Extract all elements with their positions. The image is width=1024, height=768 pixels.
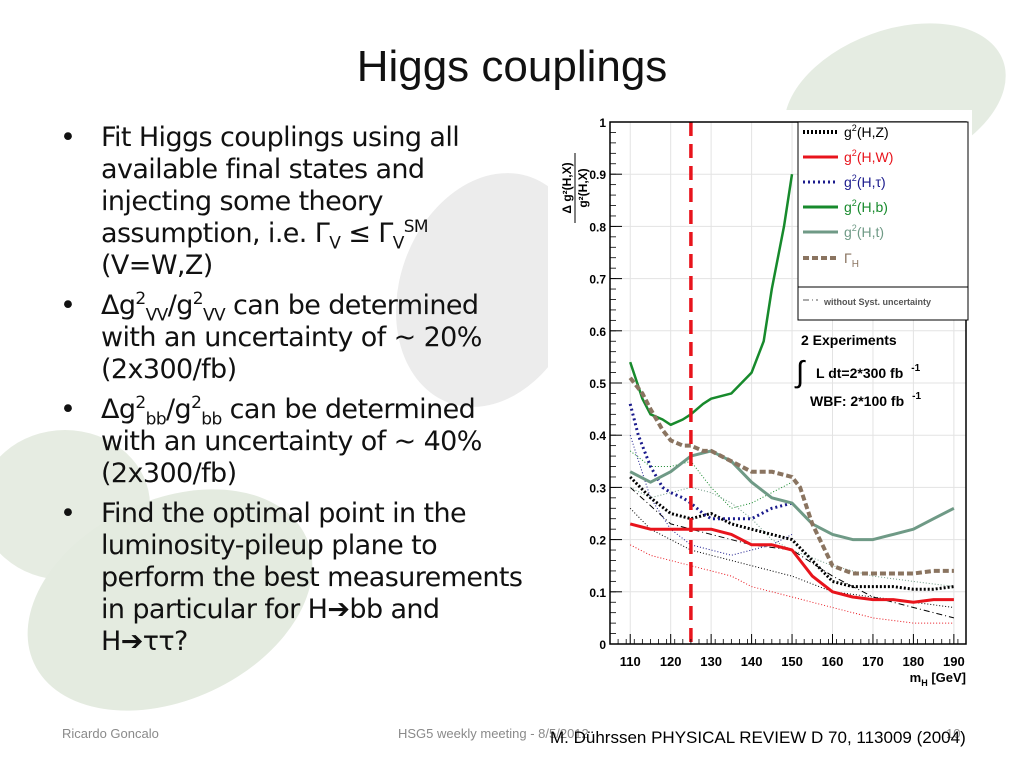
- x-tick-label: 110: [620, 654, 641, 669]
- bullet-item: • Fit Higgs couplings using all availabl…: [60, 122, 530, 282]
- y-tick-label: 0.1: [589, 586, 606, 600]
- series-layer: [628, 174, 955, 624]
- subscript: VV: [145, 305, 169, 326]
- series-line: [628, 403, 793, 521]
- bullet-list: • Fit Higgs couplings using all availabl…: [60, 122, 530, 666]
- superscript: 2: [135, 289, 146, 309]
- bullet-dot: •: [60, 498, 76, 529]
- annotation-line2: L dt=2*300 fb -1: [816, 363, 921, 381]
- y-axis-label-numerator: Δ g²(H,X): [560, 162, 574, 213]
- y-tick-label: 0.2: [589, 534, 606, 548]
- series-line: [629, 475, 955, 591]
- y-axis-label-denominator: g²(H,X): [576, 168, 590, 207]
- x-tick-label: 120: [660, 654, 682, 669]
- annotation-line3: WBF: 2*100 fb -1: [810, 391, 921, 409]
- y-tick-label: 0.8: [589, 220, 606, 234]
- bullet-item: • Δg2VV/g2VV can be determined with an u…: [60, 290, 530, 386]
- bullet-text: Find the optimal point in the luminosity…: [101, 498, 523, 625]
- y-tick-label: 0.5: [589, 377, 606, 391]
- bullet-text: /g: [167, 290, 194, 321]
- slide-title: Higgs couplings: [356, 42, 668, 91]
- superscript: SM: [403, 217, 429, 237]
- subscript: bb: [145, 409, 167, 430]
- footer-author: Ricardo Goncalo: [62, 726, 159, 741]
- subscript: bb: [201, 409, 222, 430]
- subscript: V: [329, 233, 341, 254]
- x-tick-label: 130: [700, 654, 722, 669]
- chart-panel: 110 120 130 140 150 160 170 180 190 0 0.1 0.2 0.3 0.…: [548, 110, 972, 690]
- bullet-dot: •: [60, 394, 76, 425]
- x-tick-label: 140: [741, 654, 763, 669]
- legend-label: g2(H,τ): [844, 173, 886, 190]
- bullet-text: ≤ Γ: [340, 218, 393, 249]
- x-tick-label: 150: [781, 654, 803, 669]
- superscript: 2: [135, 393, 146, 413]
- footer-meeting: HSG5 weekly meeting - 8/5/2012: [398, 726, 589, 741]
- integral-symbol: ∫: [794, 356, 806, 389]
- series-line: [629, 449, 955, 542]
- y-tick-label: 0.4: [589, 429, 606, 443]
- x-tick-label: 190: [943, 654, 965, 669]
- series-line: [628, 376, 954, 576]
- series-line: [629, 486, 954, 588]
- x-axis-label: mH [GeV]: [910, 670, 966, 688]
- bullet-text: can be determined with an uncertainty of…: [101, 394, 482, 489]
- y-tick-label: 0: [599, 638, 606, 652]
- bullet-text: Δg: [101, 394, 136, 425]
- arrow-icon: ➔: [327, 594, 350, 625]
- x-tick-label: 170: [862, 654, 884, 669]
- arrow-icon: ➔: [120, 626, 144, 657]
- bullet-dot: •: [60, 122, 76, 153]
- y-tick-label: 0.6: [589, 325, 606, 339]
- series-line: [629, 450, 793, 509]
- series-line: [629, 544, 954, 624]
- series-line: [629, 507, 954, 608]
- subscript: VV: [202, 305, 226, 326]
- bullet-text: (V=W,Z): [101, 250, 213, 281]
- subscript: V: [392, 233, 405, 254]
- legend-label: without Syst. uncertainty: [823, 297, 931, 307]
- legend-label: g2(H,Z): [844, 123, 889, 140]
- legend-label: g2(H,t): [844, 223, 884, 240]
- y-axis-ticks: 0 0.1 0.2 0.3 0.4 0.5 0.6 0.7 0.8 0.9 1: [589, 116, 622, 652]
- bullet-text: /g: [166, 394, 192, 425]
- x-axis-ticks: 110 120 130 140 150 160 170 180 190: [609, 634, 967, 669]
- series-line: [629, 435, 793, 556]
- y-tick-label: 1: [599, 116, 606, 130]
- series-line: [629, 522, 954, 604]
- x-axis-label-sub: H: [921, 678, 928, 688]
- y-tick-label: 0.7: [589, 273, 606, 287]
- bullet-text: Δg: [101, 290, 136, 321]
- legend: g2(H,Z) g2(H,W) g2(H,τ) g2(H,b) g2(H,t) ΓH wit…: [797, 121, 969, 321]
- y-axis-label: Δ g²(H,X) g²(H,X): [560, 153, 590, 223]
- y-tick-label: 0.9: [589, 168, 606, 182]
- footer-page-number: 10: [946, 726, 961, 741]
- superscript: 2: [192, 289, 204, 309]
- bullet-dot: •: [60, 290, 76, 321]
- annotation-line1: 2 Experiments: [801, 332, 897, 348]
- bullet-item: • Δg2bb/g2bb can be determined with an u…: [60, 394, 530, 490]
- legend-label: ΓH: [844, 250, 859, 270]
- bullet-text: Fit Higgs couplings using all available …: [101, 122, 460, 249]
- bullet-text: ττ?: [142, 626, 189, 657]
- bullet-text: can be determined with an uncertainty of…: [101, 290, 482, 385]
- plot-annotation: 2 Experiments ∫ L dt=2*300 fb -1 WBF: 2*1…: [794, 332, 921, 409]
- bullet-text: bb and H: [101, 594, 440, 657]
- y-tick-label: 0.3: [589, 481, 606, 495]
- x-tick-label: 180: [903, 654, 925, 669]
- legend-label: g2(H,W): [844, 148, 893, 165]
- legend-label: g2(H,b): [844, 198, 888, 215]
- citation: M. Dührssen PHYSICAL REVIEW D 70, 113009…: [550, 728, 966, 747]
- superscript: 2: [191, 393, 202, 413]
- chart: 110 120 130 140 150 160 170 180 190 0 0.1 0.2 0.3 0.…: [560, 116, 969, 688]
- x-tick-label: 160: [822, 654, 844, 669]
- bullet-item: • Find the optimal point in the luminosi…: [60, 498, 530, 658]
